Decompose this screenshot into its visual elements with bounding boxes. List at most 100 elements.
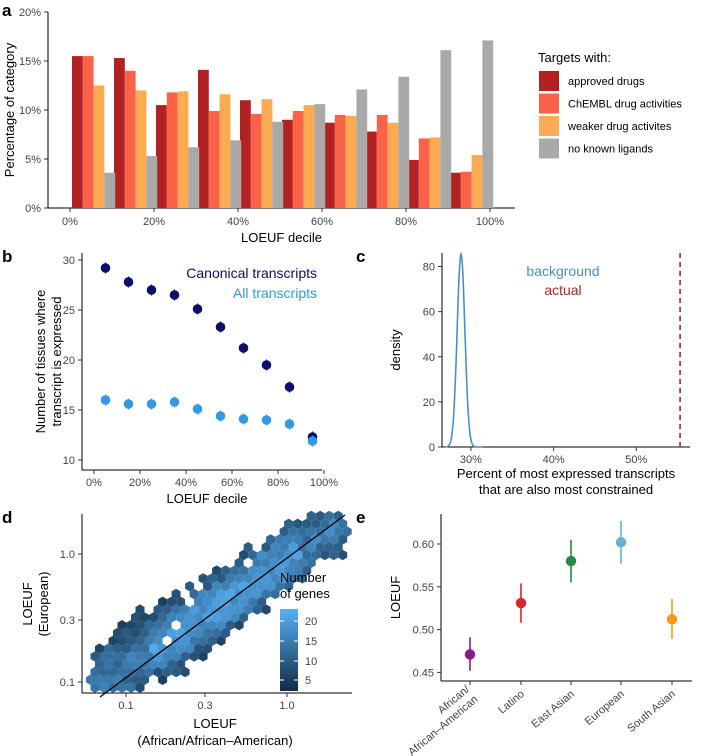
panel-e-label: e [356, 508, 365, 527]
hex-bin [189, 588, 199, 600]
hex-bin [212, 612, 222, 623]
hex-bin [216, 588, 226, 600]
bar-ChEMBL-drug-activities [166, 92, 178, 208]
hex-bin [185, 643, 195, 654]
hex-bin [275, 549, 285, 561]
y-tick-label: 15% [19, 56, 41, 68]
hex-bin [104, 674, 113, 685]
y-axis-title: LOEUF [388, 576, 403, 619]
hex-bin [149, 659, 159, 670]
legend-title: Targets with: [538, 50, 611, 65]
hex-bin [248, 596, 258, 607]
hex-bin [203, 596, 213, 607]
y-tick-label: 20 [423, 397, 435, 409]
hex-bin [117, 682, 127, 693]
hex-bin [126, 651, 136, 662]
hex-bin [270, 588, 280, 600]
hex-bin [176, 643, 186, 654]
hex-bin [122, 659, 131, 670]
bar-no-known-ligands [104, 172, 116, 208]
hex-bin [140, 674, 149, 685]
hex-bin [158, 659, 168, 670]
point-All-transcripts [284, 419, 295, 429]
hex-bin [324, 542, 334, 553]
hex-bin [342, 526, 352, 537]
legend-colorbar [280, 609, 298, 691]
hex-bin [270, 542, 280, 553]
hex-bin [203, 581, 213, 592]
bar-no-known-ligands [188, 147, 200, 208]
hex-bin [180, 604, 190, 615]
point-Canonical-transcripts [123, 277, 134, 287]
hex-bin [171, 588, 181, 600]
panel-d: d 0.1 0.3 1.0 0.1 0.3 1.0 LOEUF (African/African… [2, 508, 352, 748]
y-axis-title-line-1: Number of tissues where [33, 290, 48, 434]
hex-bin [252, 604, 262, 615]
x-tick-label: 80% [395, 216, 417, 228]
hex-bin [140, 612, 149, 623]
hex-bin [266, 581, 276, 592]
x-tick-label: 20% [143, 216, 165, 228]
bar-weaker-drug-activites [135, 90, 147, 208]
hex-bin [194, 627, 204, 639]
y-tick-label: 0.3 [60, 615, 75, 627]
hex-bin [279, 526, 289, 537]
hex-bin [90, 666, 100, 678]
hex-bin [104, 659, 113, 670]
x-tick-label-line: Latino [496, 688, 527, 716]
y-tick-label: 10 [63, 455, 75, 467]
hex-bin [221, 565, 231, 576]
x-tick-label-line: European [583, 688, 627, 728]
hex-bin [126, 620, 136, 631]
hex-bin [131, 674, 140, 685]
y-axis-title-line-2: (European) [36, 571, 51, 636]
point-All-transcripts [215, 411, 226, 421]
hex-bin [207, 573, 217, 584]
hex-bin [126, 682, 136, 693]
bar-approved-drugs [450, 172, 461, 208]
hex-bin [153, 666, 163, 678]
hex-bin [315, 526, 325, 537]
y-tick-label: 0.50 [413, 625, 434, 637]
hex-bin [149, 643, 159, 654]
hex-bin [230, 565, 240, 576]
hex-bin [122, 643, 131, 654]
x-tick-label: 0% [62, 216, 78, 228]
hex-bin [176, 612, 186, 623]
background-density-line [444, 251, 483, 448]
hex-bin [302, 565, 312, 576]
hex-bin [180, 635, 190, 646]
x-axis-title-line-1: Percent of most expressed transcripts [457, 466, 676, 481]
hex-bin [279, 542, 289, 553]
panel-e: e 0.45 0.50 0.55 0.60 LOEUF African/African–Am… [356, 508, 692, 756]
hex-bin [189, 651, 199, 662]
hex-bin [261, 557, 271, 568]
point-All-transcripts [192, 404, 203, 414]
hex-bin [297, 557, 307, 568]
hex-bin [131, 627, 140, 639]
hex-bin [257, 549, 267, 561]
legend-swatch [539, 93, 559, 114]
hex-bin [329, 534, 339, 545]
y-axis-title: Percentage of category [2, 42, 17, 177]
hex-bin [198, 635, 208, 646]
hex-bin [131, 612, 140, 623]
legend-canonical: Canonical transcripts [186, 265, 317, 281]
hex-bin [171, 604, 181, 615]
hex-bin [117, 651, 127, 662]
hex-bin [153, 604, 163, 615]
bar-approved-drugs [198, 69, 209, 208]
bar-approved-drugs [114, 58, 125, 209]
x-tick-label: 20% [129, 477, 151, 489]
x-tick-label: 30% [460, 454, 482, 466]
hex-bin [239, 565, 249, 576]
bar-weaker-drug-activites [471, 155, 483, 208]
hex-bin [279, 573, 289, 584]
y-tick-label: 1.0 [60, 549, 75, 561]
y-tick-label: 20% [19, 7, 41, 19]
x-tick-label: 100% [476, 216, 504, 228]
x-tick-label: 50% [625, 454, 647, 466]
bar-approved-drugs [72, 56, 83, 208]
hex-bin [198, 588, 208, 600]
hex-bin [149, 612, 159, 623]
